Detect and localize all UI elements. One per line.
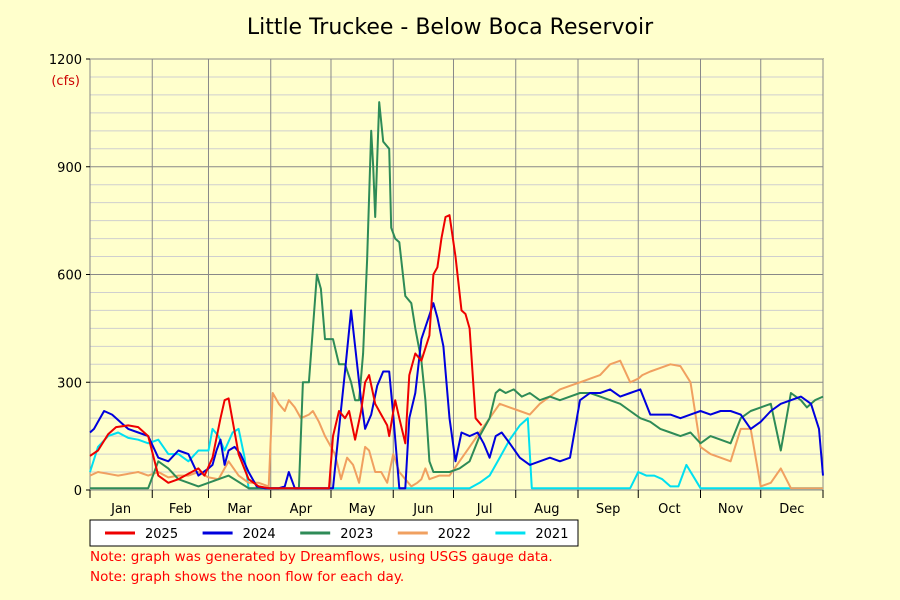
series-line-2021 [89, 417, 823, 490]
y-tick-label: 300 [57, 376, 82, 391]
y-unit-label: (cfs) [51, 74, 80, 89]
series-line-2025 [89, 214, 483, 490]
legend-label-2021: 2021 [535, 527, 568, 542]
legend: 2025 2024 2023 2022 2021 [89, 519, 579, 547]
chart-title: Little Truckee - Below Boca Reservoir [247, 15, 654, 40]
x-tick-label: Jul [476, 502, 493, 517]
y-tick-label: 600 [57, 269, 82, 284]
legend-label-2023: 2023 [340, 527, 373, 542]
x-tick-label: Jan [110, 502, 131, 517]
legend-label-2025: 2025 [145, 527, 178, 542]
axes: 0 300 600 900 1200 Jan Feb Mar Apr May Jun Jul Aug Se… [49, 53, 824, 517]
x-tick-label: Aug [534, 502, 559, 517]
y-tick-label: 0 [74, 484, 82, 499]
y-tick-label: 1200 [49, 53, 82, 68]
series-line-2024 [89, 302, 824, 490]
x-tick-label: Apr [290, 502, 313, 517]
series-line-2022 [89, 359, 823, 490]
series-layer [89, 101, 824, 490]
x-tick-label: Oct [658, 502, 680, 517]
legend-label-2024: 2024 [243, 527, 276, 542]
x-tick-label: Feb [169, 502, 192, 517]
note-noon-flow: Note: graph shows the noon flow for each… [90, 569, 405, 585]
x-tick-label: Sep [596, 502, 621, 517]
x-tick-label: Mar [227, 502, 252, 517]
x-tick-label: May [349, 502, 376, 517]
x-tick-label: Dec [779, 502, 804, 517]
x-tick-label: Jun [412, 502, 433, 517]
y-tick-label: 900 [57, 161, 82, 176]
legend-label-2022: 2022 [438, 527, 471, 542]
x-tick-label: Nov [718, 502, 744, 517]
note-source: Note: graph was generated by Dreamflows,… [90, 549, 553, 565]
